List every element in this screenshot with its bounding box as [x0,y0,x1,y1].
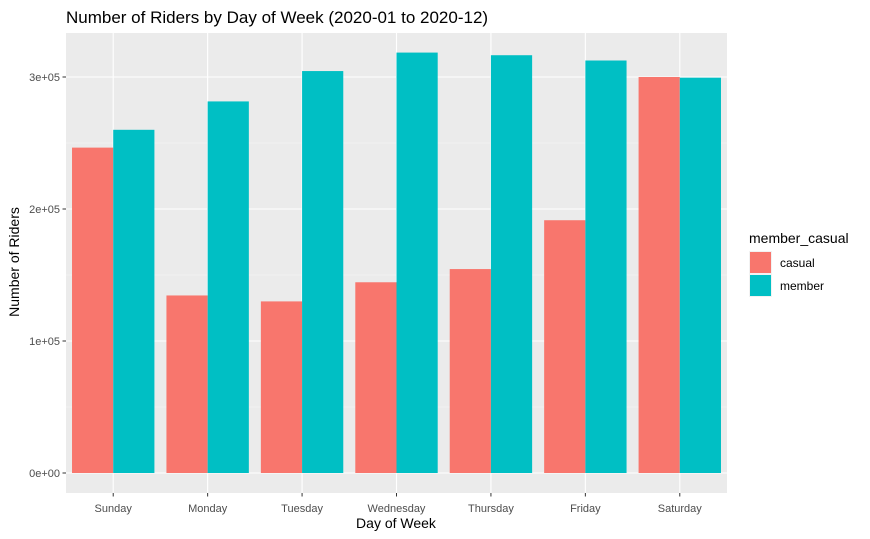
bar-member-saturday [679,77,721,473]
bar-casual-sunday [72,147,114,473]
y-axis: 0e+00 1e+05 2e+05 3e+05 [29,72,66,480]
x-tick-label: Wednesday [368,503,426,515]
bar-casual-tuesday [260,301,303,473]
legend-swatch-casual [750,252,771,273]
x-tick-label: Tuesday [281,503,323,515]
y-tick-label: 3e+05 [29,72,60,84]
legend-label-member: member [780,279,824,293]
y-axis-title: Number of Riders [6,207,22,317]
bar-casual-wednesday [355,282,397,473]
bar-member-wednesday [396,52,438,474]
chart-title: Number of Riders by Day of Week (2020-01… [66,8,488,27]
y-tick-label: 1e+05 [29,336,60,348]
y-tick-label: 0e+00 [29,468,60,480]
x-axis: Sunday Monday Tuesday Wednesday Thursday Frid… [95,493,703,515]
bar-casual-thursday [449,269,491,473]
x-tick-label: Friday [570,503,601,515]
legend-label-casual: casual [780,256,815,270]
bar-member-thursday [490,55,533,473]
x-tick-label: Monday [188,503,228,515]
x-axis-title: Day of Week [356,515,437,531]
bar-casual-monday [166,295,208,473]
x-tick-label: Thursday [468,503,514,515]
bar-member-sunday [113,129,155,474]
bar-casual-friday [544,220,586,473]
bar-casual-saturday [638,77,680,473]
bar-member-monday [207,101,249,474]
bars-group [72,52,721,474]
x-tick-label: Sunday [95,503,133,515]
y-tick-label: 2e+05 [29,204,60,216]
legend-swatch-member [750,275,771,296]
legend: member_casual casual member [749,230,849,297]
bar-member-friday [585,60,627,473]
bar-member-tuesday [302,71,344,473]
legend-title: member_casual [749,230,849,246]
x-tick-label: Saturday [658,503,703,515]
